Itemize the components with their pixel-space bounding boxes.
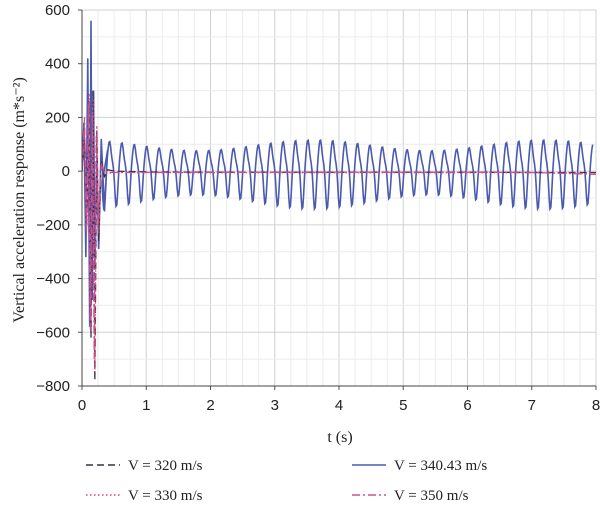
legend-label: V = 320 m/s <box>128 458 203 474</box>
legend-label: V = 330 m/s <box>128 488 203 504</box>
x-axis-title: t (s) <box>327 429 352 446</box>
y-tick-label: 0 <box>62 163 70 180</box>
legend-label: V = 340.43 m/s <box>394 458 487 474</box>
x-tick-label: 5 <box>399 397 407 414</box>
legend: V = 320 m/s V = 330 m/s V = 340.43 m/s V = … <box>86 458 487 504</box>
series-line <box>82 103 596 360</box>
y-tick-label: −600 <box>36 324 70 341</box>
grid <box>81 9 597 387</box>
x-tick-label: 3 <box>271 397 279 414</box>
x-tick-label: 4 <box>335 397 343 414</box>
y-tick-label: 400 <box>45 56 70 73</box>
x-tick-label: 2 <box>206 397 214 414</box>
y-tick-label: 200 <box>45 109 70 126</box>
y-tick-label: 600 <box>45 2 70 19</box>
y-tick-label: −800 <box>36 378 70 395</box>
y-tick-label: −400 <box>36 271 70 288</box>
y-axis-title: Vertical acceleration response (m*s⁻²) <box>11 77 28 323</box>
series-line <box>82 93 596 370</box>
x-tick-label: 7 <box>528 397 536 414</box>
y-axis: 600 400 200 0 −200 −400 −600 −800 <box>36 2 83 395</box>
x-tick-label: 6 <box>463 397 471 414</box>
y-tick-label: −200 <box>36 217 70 234</box>
plot-area <box>82 20 596 381</box>
x-tick-label: 0 <box>78 397 86 414</box>
x-tick-label: 1 <box>142 397 150 414</box>
legend-label: V = 350 m/s <box>394 488 469 504</box>
x-axis: 0 1 2 3 4 5 6 7 8 <box>78 385 600 414</box>
x-tick-label: 8 <box>592 397 600 414</box>
